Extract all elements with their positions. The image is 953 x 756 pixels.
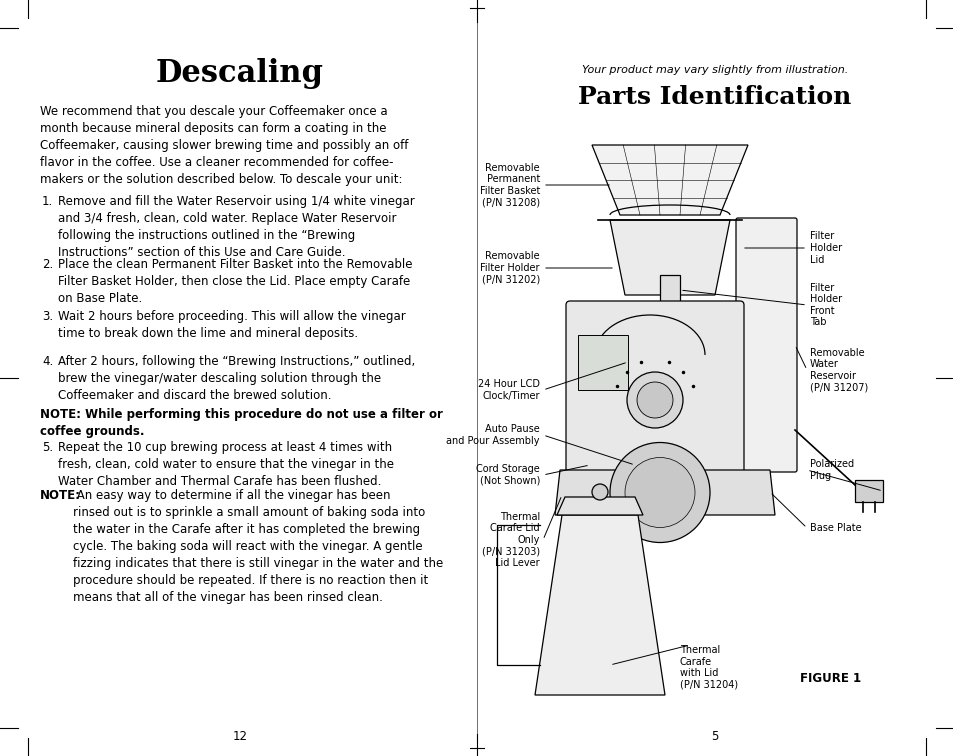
Text: 1.: 1. (42, 195, 53, 208)
Text: NOTE: While performing this procedure do not use a filter or
coffee grounds.: NOTE: While performing this procedure do… (40, 408, 442, 438)
Polygon shape (609, 220, 729, 295)
Bar (659, 275, 679, 305)
Bar (578, 335, 627, 390)
Text: Auto Pause
and Pour Assembly: Auto Pause and Pour Assembly (446, 424, 539, 446)
Circle shape (609, 442, 709, 543)
Text: 3.: 3. (42, 310, 53, 323)
Text: 24 Hour LCD
Clock/Timer: 24 Hour LCD Clock/Timer (477, 380, 539, 401)
Text: 12: 12 (233, 730, 247, 743)
Text: We recommend that you descale your Coffeemaker once a
month because mineral depo: We recommend that you descale your Coffe… (40, 105, 408, 186)
Text: Wait 2 hours before proceeding. This will allow the vinegar
time to break down t: Wait 2 hours before proceeding. This wil… (58, 310, 405, 340)
Text: Descaling: Descaling (156, 58, 324, 89)
Text: Your product may vary slightly from illustration.: Your product may vary slightly from illu… (581, 65, 847, 75)
Text: 2.: 2. (42, 258, 53, 271)
FancyBboxPatch shape (565, 301, 743, 474)
Text: 4.: 4. (42, 355, 53, 368)
Text: An easy way to determine if all the vinegar has been
rinsed out is to sprinkle a: An easy way to determine if all the vine… (73, 489, 443, 604)
FancyBboxPatch shape (735, 218, 796, 472)
Text: Thermal
Carafe Lid
Only
(P/N 31203)
Lid Lever: Thermal Carafe Lid Only (P/N 31203) Lid … (481, 512, 539, 569)
Text: Remove and fill the Water Reservoir using 1/4 white vinegar
and 3/4 fresh, clean: Remove and fill the Water Reservoir usin… (58, 195, 415, 259)
Text: Removable
Permanent
Filter Basket
(P/N 31208): Removable Permanent Filter Basket (P/N 3… (479, 163, 539, 207)
Text: Removable
Filter Holder
(P/N 31202): Removable Filter Holder (P/N 31202) (480, 252, 539, 284)
Circle shape (592, 484, 607, 500)
Polygon shape (592, 145, 747, 215)
Text: 5.: 5. (42, 441, 53, 454)
Circle shape (637, 382, 672, 418)
Ellipse shape (635, 456, 675, 474)
Text: Place the clean Permanent Filter Basket into the Removable
Filter Basket Holder,: Place the clean Permanent Filter Basket … (58, 258, 412, 305)
Text: Filter
Holder
Front
Tab: Filter Holder Front Tab (809, 283, 841, 327)
Text: Removable
Water
Reservoir
(P/N 31207): Removable Water Reservoir (P/N 31207) (809, 348, 867, 392)
Circle shape (624, 457, 695, 528)
Polygon shape (535, 515, 664, 695)
Polygon shape (555, 470, 774, 515)
Text: After 2 hours, following the “Brewing Instructions,” outlined,
brew the vinegar/: After 2 hours, following the “Brewing In… (58, 355, 415, 402)
Text: 5: 5 (711, 730, 718, 743)
Text: Cord Storage
(Not Shown): Cord Storage (Not Shown) (476, 464, 539, 486)
Text: Repeat the 10 cup brewing process at least 4 times with
fresh, clean, cold water: Repeat the 10 cup brewing process at lea… (58, 441, 394, 488)
Text: NOTE:: NOTE: (40, 489, 81, 502)
Text: Filter
Holder
Lid: Filter Holder Lid (809, 231, 841, 265)
Text: Polarized
Plug: Polarized Plug (809, 459, 853, 481)
Circle shape (626, 372, 682, 428)
Text: Parts Identification: Parts Identification (578, 85, 851, 109)
Text: FIGURE 1: FIGURE 1 (800, 672, 861, 685)
Text: Thermal
Carafe
with Lid
(P/N 31204): Thermal Carafe with Lid (P/N 31204) (679, 645, 738, 689)
Bar (854, 480, 882, 502)
Text: Base Plate: Base Plate (809, 523, 861, 533)
Polygon shape (557, 497, 642, 515)
